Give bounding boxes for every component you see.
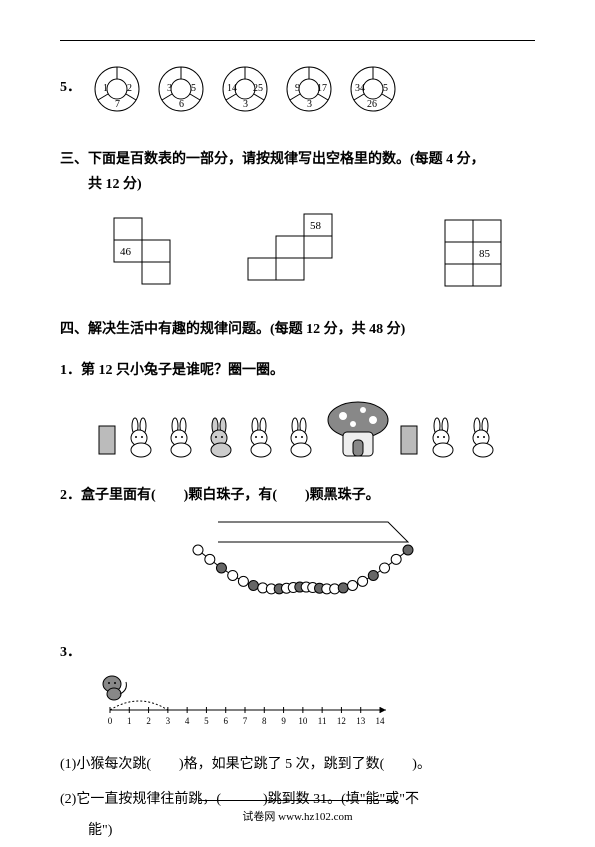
- c3-right: 25: [253, 83, 263, 94]
- mushroom-house-icon: [323, 398, 393, 458]
- q4-3-label: 3．: [60, 640, 535, 665]
- svg-text:10: 10: [298, 716, 308, 726]
- c5-left: 34: [355, 83, 365, 94]
- rabbit-3: [203, 416, 237, 458]
- c1-right: 2: [127, 83, 132, 94]
- rabbit-1: [123, 416, 157, 458]
- svg-text:14: 14: [376, 716, 386, 726]
- c1-bottom: 7: [115, 99, 120, 110]
- c2-left: 3: [167, 83, 172, 94]
- q5-circle-2: 3 5 6: [153, 61, 209, 122]
- rabbit-2: [163, 416, 197, 458]
- svg-text:7: 7: [243, 716, 248, 726]
- c4-bottom: 3: [307, 99, 312, 110]
- grid-1: 46: [84, 212, 194, 292]
- rabbit-partial-1: [97, 416, 117, 458]
- c2-right: 5: [191, 83, 196, 94]
- svg-text:2: 2: [146, 716, 151, 726]
- section-4-title: 四、解决生活中有趣的规律问题。(每题 12 分，共 48 分): [60, 317, 535, 342]
- section-3-title: 三、下面是百数表的一部分，请按规律写出空格里的数。(每题 4 分， 共 12 分…: [60, 147, 535, 197]
- svg-text:0: 0: [108, 716, 113, 726]
- hundred-chart-grids: 46 58 85: [60, 212, 535, 292]
- svg-text:13: 13: [356, 716, 366, 726]
- footer-text: 试卷网 www.hz102.com: [242, 811, 352, 823]
- page-footer: 试卷网 www.hz102.com: [0, 796, 595, 824]
- rabbit-7: [465, 416, 499, 458]
- svg-text:4: 4: [185, 716, 190, 726]
- s3-t2: 共 12 分): [60, 177, 142, 192]
- q5-circle-3: 14 25 3: [217, 61, 273, 122]
- rabbit-partial-2: [399, 416, 419, 458]
- rabbit-5: [283, 416, 317, 458]
- beads-figure: [60, 520, 535, 620]
- grid-2: 58: [242, 212, 362, 292]
- q5-circle-1: 1 2 7: [89, 61, 145, 122]
- q4-2-text: 2．盒子里面有( )颗白珠子，有( )颗黑珠子。: [60, 483, 535, 508]
- svg-text:8: 8: [262, 716, 267, 726]
- page-top-rule: [60, 40, 535, 41]
- q5-circle-5: 34 5 26: [345, 61, 401, 122]
- c2-bottom: 6: [179, 99, 184, 110]
- c3-left: 14: [227, 83, 237, 94]
- s3-t1: 三、下面是百数表的一部分，请按规律写出空格里的数。(每题 4 分，: [60, 152, 485, 167]
- q4-1-text: 1．第 12 只小兔子是谁呢？圈一圈。: [60, 358, 535, 383]
- svg-text:12: 12: [337, 716, 346, 726]
- svg-text:5: 5: [204, 716, 209, 726]
- q4-3-sub1: (1)小猴每次跳( )格，如果它跳了 5 次，跳到了数( )。: [60, 750, 535, 781]
- grid2-val: 58: [310, 220, 322, 232]
- grid1-val: 46: [120, 246, 132, 258]
- q5-circle-4: 9 17 3: [281, 61, 337, 122]
- c1-left: 1: [103, 83, 108, 94]
- svg-text:9: 9: [281, 716, 286, 726]
- svg-text:1: 1: [127, 716, 131, 726]
- rabbits-figure: [60, 398, 535, 458]
- q5-label: 5．: [60, 61, 81, 96]
- c3-bottom: 3: [243, 99, 248, 110]
- svg-text:6: 6: [223, 716, 228, 726]
- q4-3-sub2b: 能"): [60, 823, 112, 838]
- monkey-numberline-figure: 01234567891011121314: [90, 670, 535, 735]
- rabbit-4: [243, 416, 277, 458]
- c5-bottom: 26: [367, 99, 377, 110]
- svg-text:3: 3: [166, 716, 171, 726]
- grid3-val: 85: [479, 248, 491, 260]
- c4-left: 9: [295, 83, 300, 94]
- c4-right: 17: [317, 83, 327, 94]
- question-5: 5． 1 2 7 3 5 6: [60, 61, 535, 122]
- c5-right: 5: [383, 83, 388, 94]
- grid-3: 85: [411, 212, 511, 292]
- svg-text:11: 11: [318, 716, 327, 726]
- rabbit-6: [425, 416, 459, 458]
